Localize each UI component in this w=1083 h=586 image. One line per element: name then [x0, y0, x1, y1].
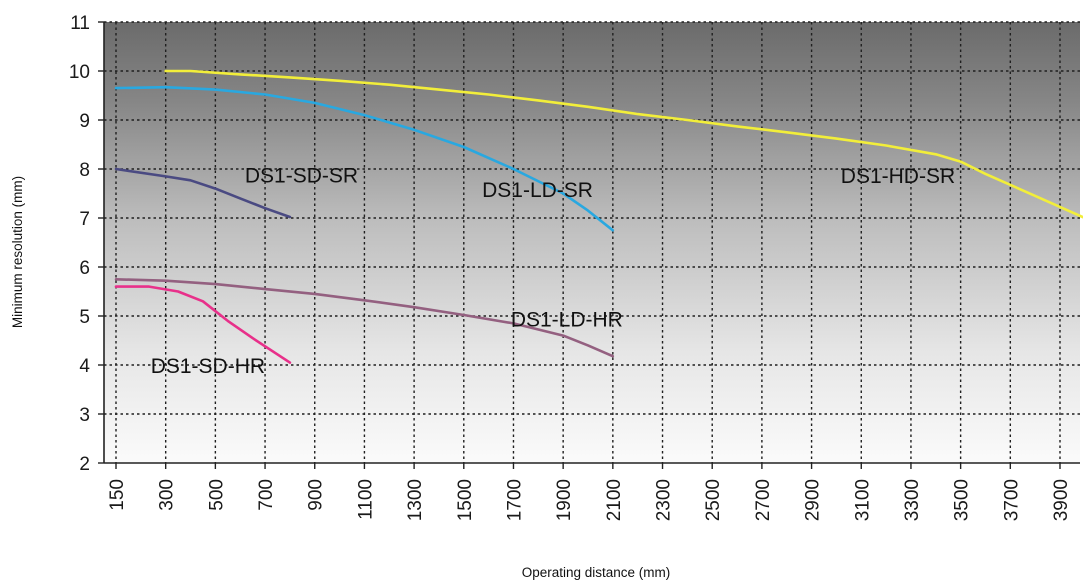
x-tick-label: 2500 [703, 479, 724, 521]
x-tick-label: 300 [157, 479, 178, 511]
x-tick-label: 1300 [405, 479, 426, 521]
x-tick-label: 2900 [803, 479, 824, 521]
y-tick-label: 2 [79, 454, 90, 475]
y-tick-label: 9 [79, 111, 90, 132]
x-tick-label: 700 [256, 479, 277, 511]
series-label-ds1-hd-sr: DS1-HD-SR [841, 165, 955, 188]
x-tick-label: 3300 [902, 479, 923, 521]
x-tick-label: 3500 [952, 479, 973, 521]
series-line-ds1-ld-sr [114, 85, 615, 232]
x-tick-label: 1900 [554, 479, 575, 521]
y-tick-label: 4 [79, 356, 90, 377]
x-tick-label: 2700 [753, 479, 774, 521]
x-tick-label: 3100 [852, 479, 873, 521]
x-tick-label: 3900 [1051, 479, 1072, 521]
y-tick-label: 5 [79, 307, 90, 328]
x-tick-label: 150 [107, 479, 128, 511]
series-label-ds1-sd-sr: DS1-SD-SR [245, 164, 358, 187]
x-tick-label: 1700 [504, 479, 525, 521]
axes: 2 3 4 5 6 7 8 9 10 11 150 300 500 700 900 1100 1300 1500 1… [69, 13, 1080, 521]
x-tick-label: 900 [306, 479, 327, 511]
x-tick-label: 500 [206, 479, 227, 511]
series-label-ds1-ld-sr: DS1-LD-SR [482, 179, 593, 202]
series-line-ds1-ld-hr [114, 277, 615, 358]
x-tick-label: 2300 [654, 479, 675, 521]
y-tick-label: 6 [79, 258, 90, 279]
y-tick-label: 11 [70, 13, 90, 34]
series-label-ds1-ld-hr: DS1-LD-HR [511, 308, 623, 331]
x-tick-label: 1100 [355, 479, 376, 520]
x-axis-title: Operating distance (mm) [522, 565, 671, 580]
y-tick-label: 7 [79, 209, 90, 230]
y-tick-label: 8 [79, 160, 90, 181]
series-line-ds1-hd-sr [164, 69, 1083, 219]
series-line-ds1-sd-hr [114, 285, 292, 364]
x-tick-label: 1500 [455, 479, 476, 521]
series-label-ds1-sd-hr: DS1-SD-HR [151, 355, 265, 378]
x-tick-label: 3700 [1001, 479, 1022, 521]
y-axis-title: Minimum resolution (mm) [10, 176, 25, 328]
y-tick-label: 10 [69, 62, 90, 83]
plot-area [104, 22, 1080, 463]
y-tick-label: 3 [79, 405, 90, 426]
x-tick-label: 2100 [604, 479, 625, 521]
series-line-ds1-sd-sr [114, 167, 292, 219]
series-lines [114, 69, 1083, 364]
series-labels: DS1-HD-SR DS1-LD-SR DS1-SD-SR DS1-LD-HR DS1-… [151, 164, 955, 377]
